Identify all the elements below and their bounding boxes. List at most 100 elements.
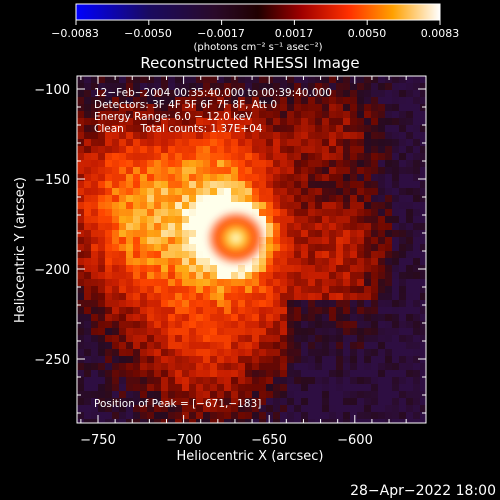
image-pixel xyxy=(294,202,302,210)
image-pixel xyxy=(175,104,183,112)
image-pixel xyxy=(336,279,344,287)
image-pixel xyxy=(343,265,351,273)
image-pixel xyxy=(364,335,372,343)
image-pixel xyxy=(189,174,197,182)
image-pixel xyxy=(273,237,281,245)
image-pixel xyxy=(392,349,400,357)
image-pixel xyxy=(84,286,92,294)
image-pixel xyxy=(175,118,183,126)
image-pixel xyxy=(413,328,421,336)
image-pixel xyxy=(98,146,106,154)
image-pixel xyxy=(280,209,288,217)
image-pixel xyxy=(140,111,148,119)
image-pixel xyxy=(98,335,106,343)
image-pixel xyxy=(105,209,113,217)
image-pixel xyxy=(133,314,141,322)
y-tick-label: −150 xyxy=(34,173,70,188)
image-pixel xyxy=(413,153,421,161)
image-pixel xyxy=(182,139,190,147)
image-pixel xyxy=(182,244,190,252)
image-pixel xyxy=(168,132,176,140)
image-pixel xyxy=(378,300,386,308)
image-pixel xyxy=(308,188,316,196)
image-pixel xyxy=(392,272,400,280)
image-pixel xyxy=(301,237,309,245)
image-pixel xyxy=(336,132,344,140)
image-pixel xyxy=(224,174,232,182)
image-pixel xyxy=(329,90,337,98)
image-pixel xyxy=(189,398,197,406)
image-pixel xyxy=(147,335,155,343)
image-pixel xyxy=(350,83,358,91)
image-pixel xyxy=(371,398,379,406)
image-pixel xyxy=(133,237,141,245)
image-pixel xyxy=(154,160,162,168)
image-pixel xyxy=(112,181,120,189)
image-pixel xyxy=(119,181,127,189)
image-pixel xyxy=(217,293,225,301)
image-pixel xyxy=(336,216,344,224)
image-pixel xyxy=(105,356,113,364)
image-pixel xyxy=(140,237,148,245)
image-pixel xyxy=(252,398,260,406)
image-pixel xyxy=(175,419,183,423)
image-pixel xyxy=(392,181,400,189)
image-pixel xyxy=(329,258,337,266)
image-pixel xyxy=(224,286,232,294)
image-pixel xyxy=(350,300,358,308)
image-pixel xyxy=(182,111,190,119)
image-pixel xyxy=(126,384,134,392)
image-pixel xyxy=(126,244,134,252)
image-pixel xyxy=(259,83,267,91)
image-pixel xyxy=(210,342,218,350)
image-pixel xyxy=(224,279,232,287)
image-pixel xyxy=(357,405,365,413)
image-pixel xyxy=(77,230,85,238)
image-pixel xyxy=(196,377,204,385)
image-pixel xyxy=(287,146,295,154)
image-pixel xyxy=(224,342,232,350)
image-pixel xyxy=(154,370,162,378)
image-pixel xyxy=(280,321,288,329)
image-pixel xyxy=(84,153,92,161)
image-pixel xyxy=(329,125,337,133)
image-pixel xyxy=(308,76,316,84)
image-pixel xyxy=(112,167,120,175)
image-pixel xyxy=(182,412,190,420)
image-pixel xyxy=(91,153,99,161)
image-pixel xyxy=(371,181,379,189)
image-pixel xyxy=(161,321,169,329)
image-pixel xyxy=(287,139,295,147)
image-pixel xyxy=(336,356,344,364)
image-pixel xyxy=(175,405,183,413)
image-pixel xyxy=(112,335,120,343)
image-pixel xyxy=(126,258,134,266)
image-pixel xyxy=(210,335,218,343)
image-pixel xyxy=(385,370,393,378)
image-pixel xyxy=(385,328,393,336)
image-pixel xyxy=(196,391,204,399)
image-pixel xyxy=(189,384,197,392)
image-pixel xyxy=(413,237,421,245)
image-pixel xyxy=(315,132,323,140)
image-pixel xyxy=(231,321,239,329)
image-pixel xyxy=(364,188,372,196)
image-pixel xyxy=(238,118,246,126)
image-pixel xyxy=(378,265,386,273)
image-pixel xyxy=(203,328,211,336)
image-pixel xyxy=(224,125,232,133)
image-pixel xyxy=(140,405,148,413)
image-pixel xyxy=(287,265,295,273)
image-pixel xyxy=(308,111,316,119)
image-pixel xyxy=(175,321,183,329)
image-pixel xyxy=(287,384,295,392)
image-pixel xyxy=(119,398,127,406)
image-pixel xyxy=(140,370,148,378)
image-pixel xyxy=(238,405,246,413)
image-pixel xyxy=(364,314,372,322)
image-pixel xyxy=(203,363,211,371)
image-pixel xyxy=(413,384,421,392)
image-pixel xyxy=(364,132,372,140)
image-pixel xyxy=(301,125,309,133)
image-pixel xyxy=(161,342,169,350)
